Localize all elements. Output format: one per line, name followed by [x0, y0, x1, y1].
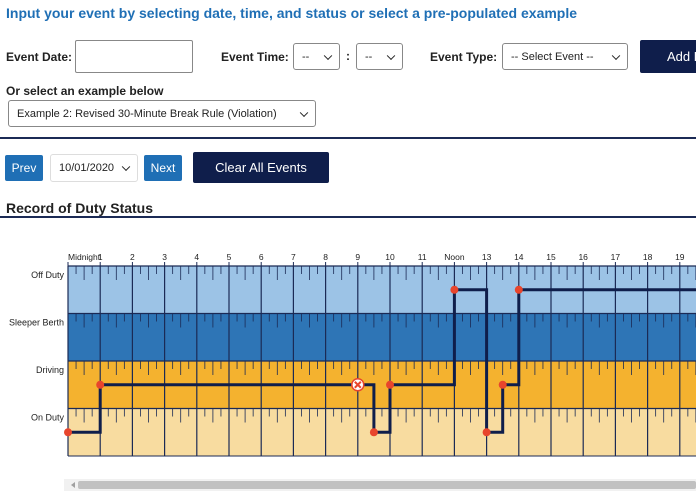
hour-label: 6 — [259, 252, 264, 262]
event-time-label: Event Time: — [221, 50, 289, 64]
divider — [0, 216, 696, 218]
scrollbar-thumb — [78, 481, 696, 489]
event-dot — [450, 285, 459, 294]
scrollbar-arrow — [71, 482, 75, 488]
date-select[interactable]: 10/01/2020 — [50, 154, 138, 182]
event-date-input[interactable] — [75, 40, 193, 73]
hour-label: 1 — [98, 252, 103, 262]
event-type-select[interactable]: -- Select Event -- — [502, 43, 628, 70]
hour-label: 14 — [514, 252, 524, 262]
row-label: Sleeper Berth — [9, 318, 64, 328]
hour-select[interactable]: -- — [293, 43, 340, 70]
event-dot — [514, 285, 523, 294]
page-title: Input your event by selecting date, time… — [6, 5, 578, 21]
duty-line — [68, 288, 696, 434]
event-dot — [64, 428, 72, 437]
clear-events-button[interactable]: Clear All Events — [193, 152, 329, 183]
event-type-label: Event Type: — [430, 50, 498, 64]
duty-log-grid: Off Duty Sleeper Berth Driving On Duty Midni… — [9, 252, 696, 491]
hour-label: 4 — [194, 252, 199, 262]
time-colon: : — [346, 49, 350, 63]
next-button[interactable]: Next — [144, 155, 182, 181]
hour-label: Midnight — [68, 252, 101, 262]
violation-marker — [351, 378, 365, 392]
violation-x — [354, 381, 362, 389]
hour-label: 19 — [675, 252, 685, 262]
hour-label: 10 — [385, 252, 395, 262]
hour-label: 11 — [418, 252, 427, 262]
hour-label: 9 — [355, 252, 360, 262]
add-event-button[interactable]: Add Event — [640, 40, 696, 73]
example-label: Or select an example below — [6, 84, 164, 98]
prev-button[interactable]: Prev — [5, 155, 43, 181]
event-dot — [96, 380, 105, 389]
hour-label: 17 — [611, 252, 621, 262]
divider — [0, 137, 696, 139]
hour-label: 3 — [162, 252, 167, 262]
row-label: Driving — [36, 365, 64, 375]
row-label: Off Duty — [31, 270, 64, 280]
row-label: On Duty — [31, 413, 65, 423]
hour-label: 15 — [546, 252, 556, 262]
hour-label: 2 — [130, 252, 135, 262]
hour-label: 13 — [482, 252, 492, 262]
log-title: Record of Duty Status — [6, 200, 154, 216]
event-dot — [369, 428, 378, 437]
example-select[interactable]: Example 2: Revised 30-Minute Break Rule … — [8, 100, 316, 127]
event-date-label: Event Date: — [6, 50, 73, 64]
minute-select[interactable]: -- — [356, 43, 403, 70]
hour-label: 5 — [227, 252, 232, 262]
hour-label: 7 — [291, 252, 296, 262]
event-dot — [482, 428, 491, 437]
hour-label: 8 — [323, 252, 328, 262]
hour-label: Noon — [444, 252, 465, 262]
hour-label: 16 — [578, 252, 588, 262]
hour-label: 18 — [643, 252, 653, 262]
event-dot — [498, 380, 507, 389]
event-dot — [386, 380, 394, 389]
